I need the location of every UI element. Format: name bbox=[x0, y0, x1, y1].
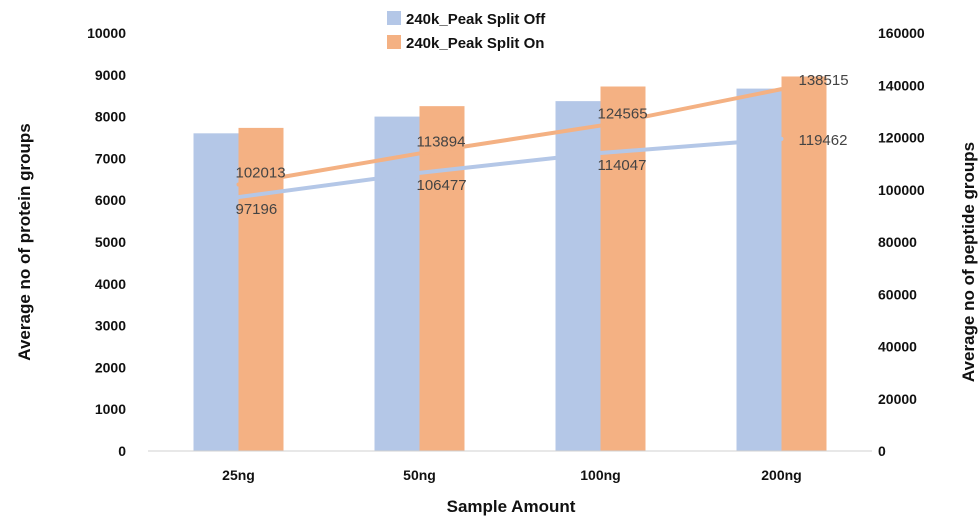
y2-axis-ticks: 0 20000 40000 60000 80000 100000 120000 140000 1… bbox=[878, 25, 925, 459]
y-tick-label: 5000 bbox=[95, 234, 126, 250]
y2-tick-label: 160000 bbox=[878, 25, 925, 41]
y2-tick-label: 40000 bbox=[878, 339, 917, 355]
data-label-split-off: 97196 bbox=[236, 201, 278, 218]
data-label-split-off: 106477 bbox=[417, 177, 467, 194]
bar-split-off-100ng bbox=[555, 101, 601, 451]
legend-swatch-split-off bbox=[387, 11, 401, 25]
legend-label-split-on: 240k_Peak Split On bbox=[406, 35, 544, 52]
data-label-split-on: 102013 bbox=[236, 164, 286, 181]
y-tick-label: 1000 bbox=[95, 401, 126, 417]
y-axis-title: Average no of protein groups bbox=[15, 123, 34, 360]
line-split-off bbox=[236, 136, 784, 200]
x-tick-label: 25ng bbox=[222, 467, 255, 483]
data-label-split-on: 124565 bbox=[598, 106, 648, 123]
data-label-split-off: 119462 bbox=[799, 132, 848, 149]
legend: 240k_Peak Split Off 240k_Peak Split On bbox=[387, 11, 546, 52]
legend-swatch-split-on bbox=[387, 35, 401, 49]
y-tick-label: 8000 bbox=[95, 109, 126, 125]
y2-tick-label: 120000 bbox=[878, 130, 925, 146]
y-tick-label: 0 bbox=[118, 443, 126, 459]
bars bbox=[193, 76, 827, 452]
data-label-split-on: 138515 bbox=[799, 72, 849, 89]
bar-split-on-200ng bbox=[781, 76, 827, 452]
x-axis-ticks: 25ng 50ng 100ng 200ng bbox=[222, 467, 802, 483]
y2-tick-label: 20000 bbox=[878, 391, 917, 407]
y2-tick-label: 140000 bbox=[878, 77, 925, 93]
bar-split-on-100ng bbox=[600, 86, 646, 451]
data-label-split-off: 114047 bbox=[598, 157, 647, 174]
x-tick-label: 100ng bbox=[580, 467, 620, 483]
line-split-on bbox=[236, 87, 784, 187]
bar-split-off-50ng bbox=[374, 116, 420, 451]
y-tick-label: 3000 bbox=[95, 318, 126, 334]
y-tick-label: 9000 bbox=[95, 67, 126, 83]
y2-tick-label: 0 bbox=[878, 443, 886, 459]
y-tick-label: 4000 bbox=[95, 276, 126, 292]
y-axis-ticks: 0 1000 2000 3000 4000 5000 6000 7000 8000 9000 100… bbox=[87, 25, 126, 459]
bar-split-off-25ng bbox=[193, 133, 239, 451]
y2-tick-label: 60000 bbox=[878, 286, 917, 302]
bar-split-off-200ng bbox=[736, 88, 782, 452]
y-tick-label: 2000 bbox=[95, 359, 126, 375]
lines: 97196 106477 114047 119462 102013 113894 12456… bbox=[236, 72, 849, 218]
y-tick-label: 10000 bbox=[87, 25, 126, 41]
y-tick-label: 6000 bbox=[95, 192, 126, 208]
y-tick-label: 7000 bbox=[95, 150, 126, 166]
legend-label-split-off: 240k_Peak Split Off bbox=[406, 11, 546, 28]
y2-tick-label: 100000 bbox=[878, 182, 925, 198]
x-axis-title: Sample Amount bbox=[447, 497, 576, 516]
x-tick-label: 200ng bbox=[761, 467, 801, 483]
y2-tick-label: 80000 bbox=[878, 234, 917, 250]
bar-split-on-50ng bbox=[419, 106, 465, 452]
data-label-split-on: 113894 bbox=[417, 133, 466, 150]
x-tick-label: 50ng bbox=[403, 467, 436, 483]
y2-axis-title: Average no of peptide groups bbox=[959, 142, 978, 382]
